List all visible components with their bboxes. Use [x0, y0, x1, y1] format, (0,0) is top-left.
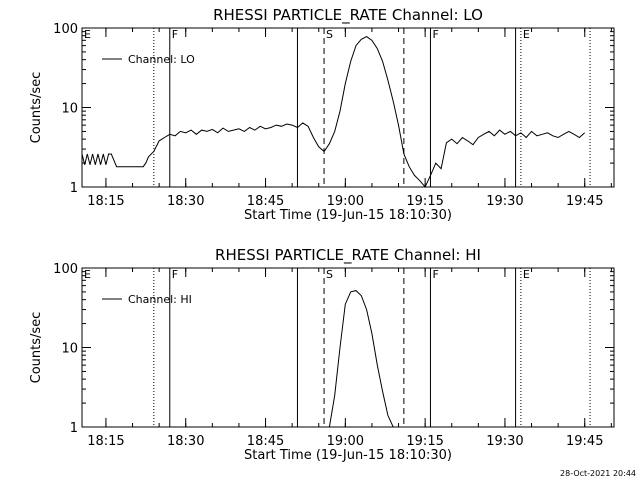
marker-label: E	[523, 28, 530, 41]
x-axis-label: Start Time (19-Jun-15 18:10:30)	[244, 208, 452, 223]
x-tick-label: 19:00	[327, 434, 364, 449]
marker-label: S	[326, 28, 333, 41]
x-tick-label: 19:15	[406, 194, 443, 209]
y-tick-label: 10	[61, 102, 78, 117]
marker-label: F	[172, 28, 178, 41]
x-tick-label: 18:15	[87, 194, 124, 209]
x-tick-label: 18:45	[247, 434, 284, 449]
y-axis-label: Counts/sec	[29, 312, 44, 384]
marker-label: F	[432, 268, 438, 281]
chart-title: RHESSI PARTICLE_RATE Channel: LO	[213, 6, 483, 25]
x-tick-label: 18:45	[247, 194, 284, 209]
x-tick-label: 19:00	[327, 194, 364, 209]
y-tick-label: 1	[70, 181, 78, 196]
footer-timestamp: 28-Oct-2021 20:44	[560, 469, 636, 478]
marker-label: E	[84, 28, 91, 41]
plot-frame	[81, 267, 615, 428]
x-tick-label: 19:45	[566, 194, 603, 209]
series-line	[81, 36, 586, 188]
marker-label: E	[84, 268, 91, 281]
marker-label: E	[523, 268, 530, 281]
chart-panel-hi: RHESSI PARTICLE_RATE Channel: HI 1 10 100 18…	[29, 246, 615, 463]
y-tick-label: 100	[53, 262, 78, 277]
y-axis-label: Counts/sec	[29, 72, 44, 144]
x-tick-label: 19:30	[486, 434, 523, 449]
y-tick-label: 1	[70, 421, 78, 436]
marker-label: F	[432, 28, 438, 41]
x-tick-label: 19:45	[566, 434, 603, 449]
series-line	[328, 290, 394, 428]
chart-title: RHESSI PARTICLE_RATE Channel: HI	[215, 246, 481, 265]
y-tick-label: 100	[53, 22, 78, 37]
x-tick-label: 19:15	[406, 434, 443, 449]
x-tick-label: 18:30	[167, 434, 204, 449]
marker-label: S	[326, 268, 333, 281]
y-tick-label: 10	[61, 342, 78, 357]
x-tick-label: 19:30	[486, 194, 523, 209]
x-tick-label: 18:15	[87, 434, 124, 449]
legend-label: Channel: LO	[128, 53, 195, 66]
legend-label: Channel: HI	[128, 293, 192, 306]
marker-label: F	[172, 268, 178, 281]
x-tick-label: 18:30	[167, 194, 204, 209]
x-axis-label: Start Time (19-Jun-15 18:10:30)	[244, 448, 452, 463]
plot-frame	[81, 27, 615, 188]
chart-panel-lo: RHESSI PARTICLE_RATE Channel: LO 1 10 100 18…	[29, 6, 615, 223]
